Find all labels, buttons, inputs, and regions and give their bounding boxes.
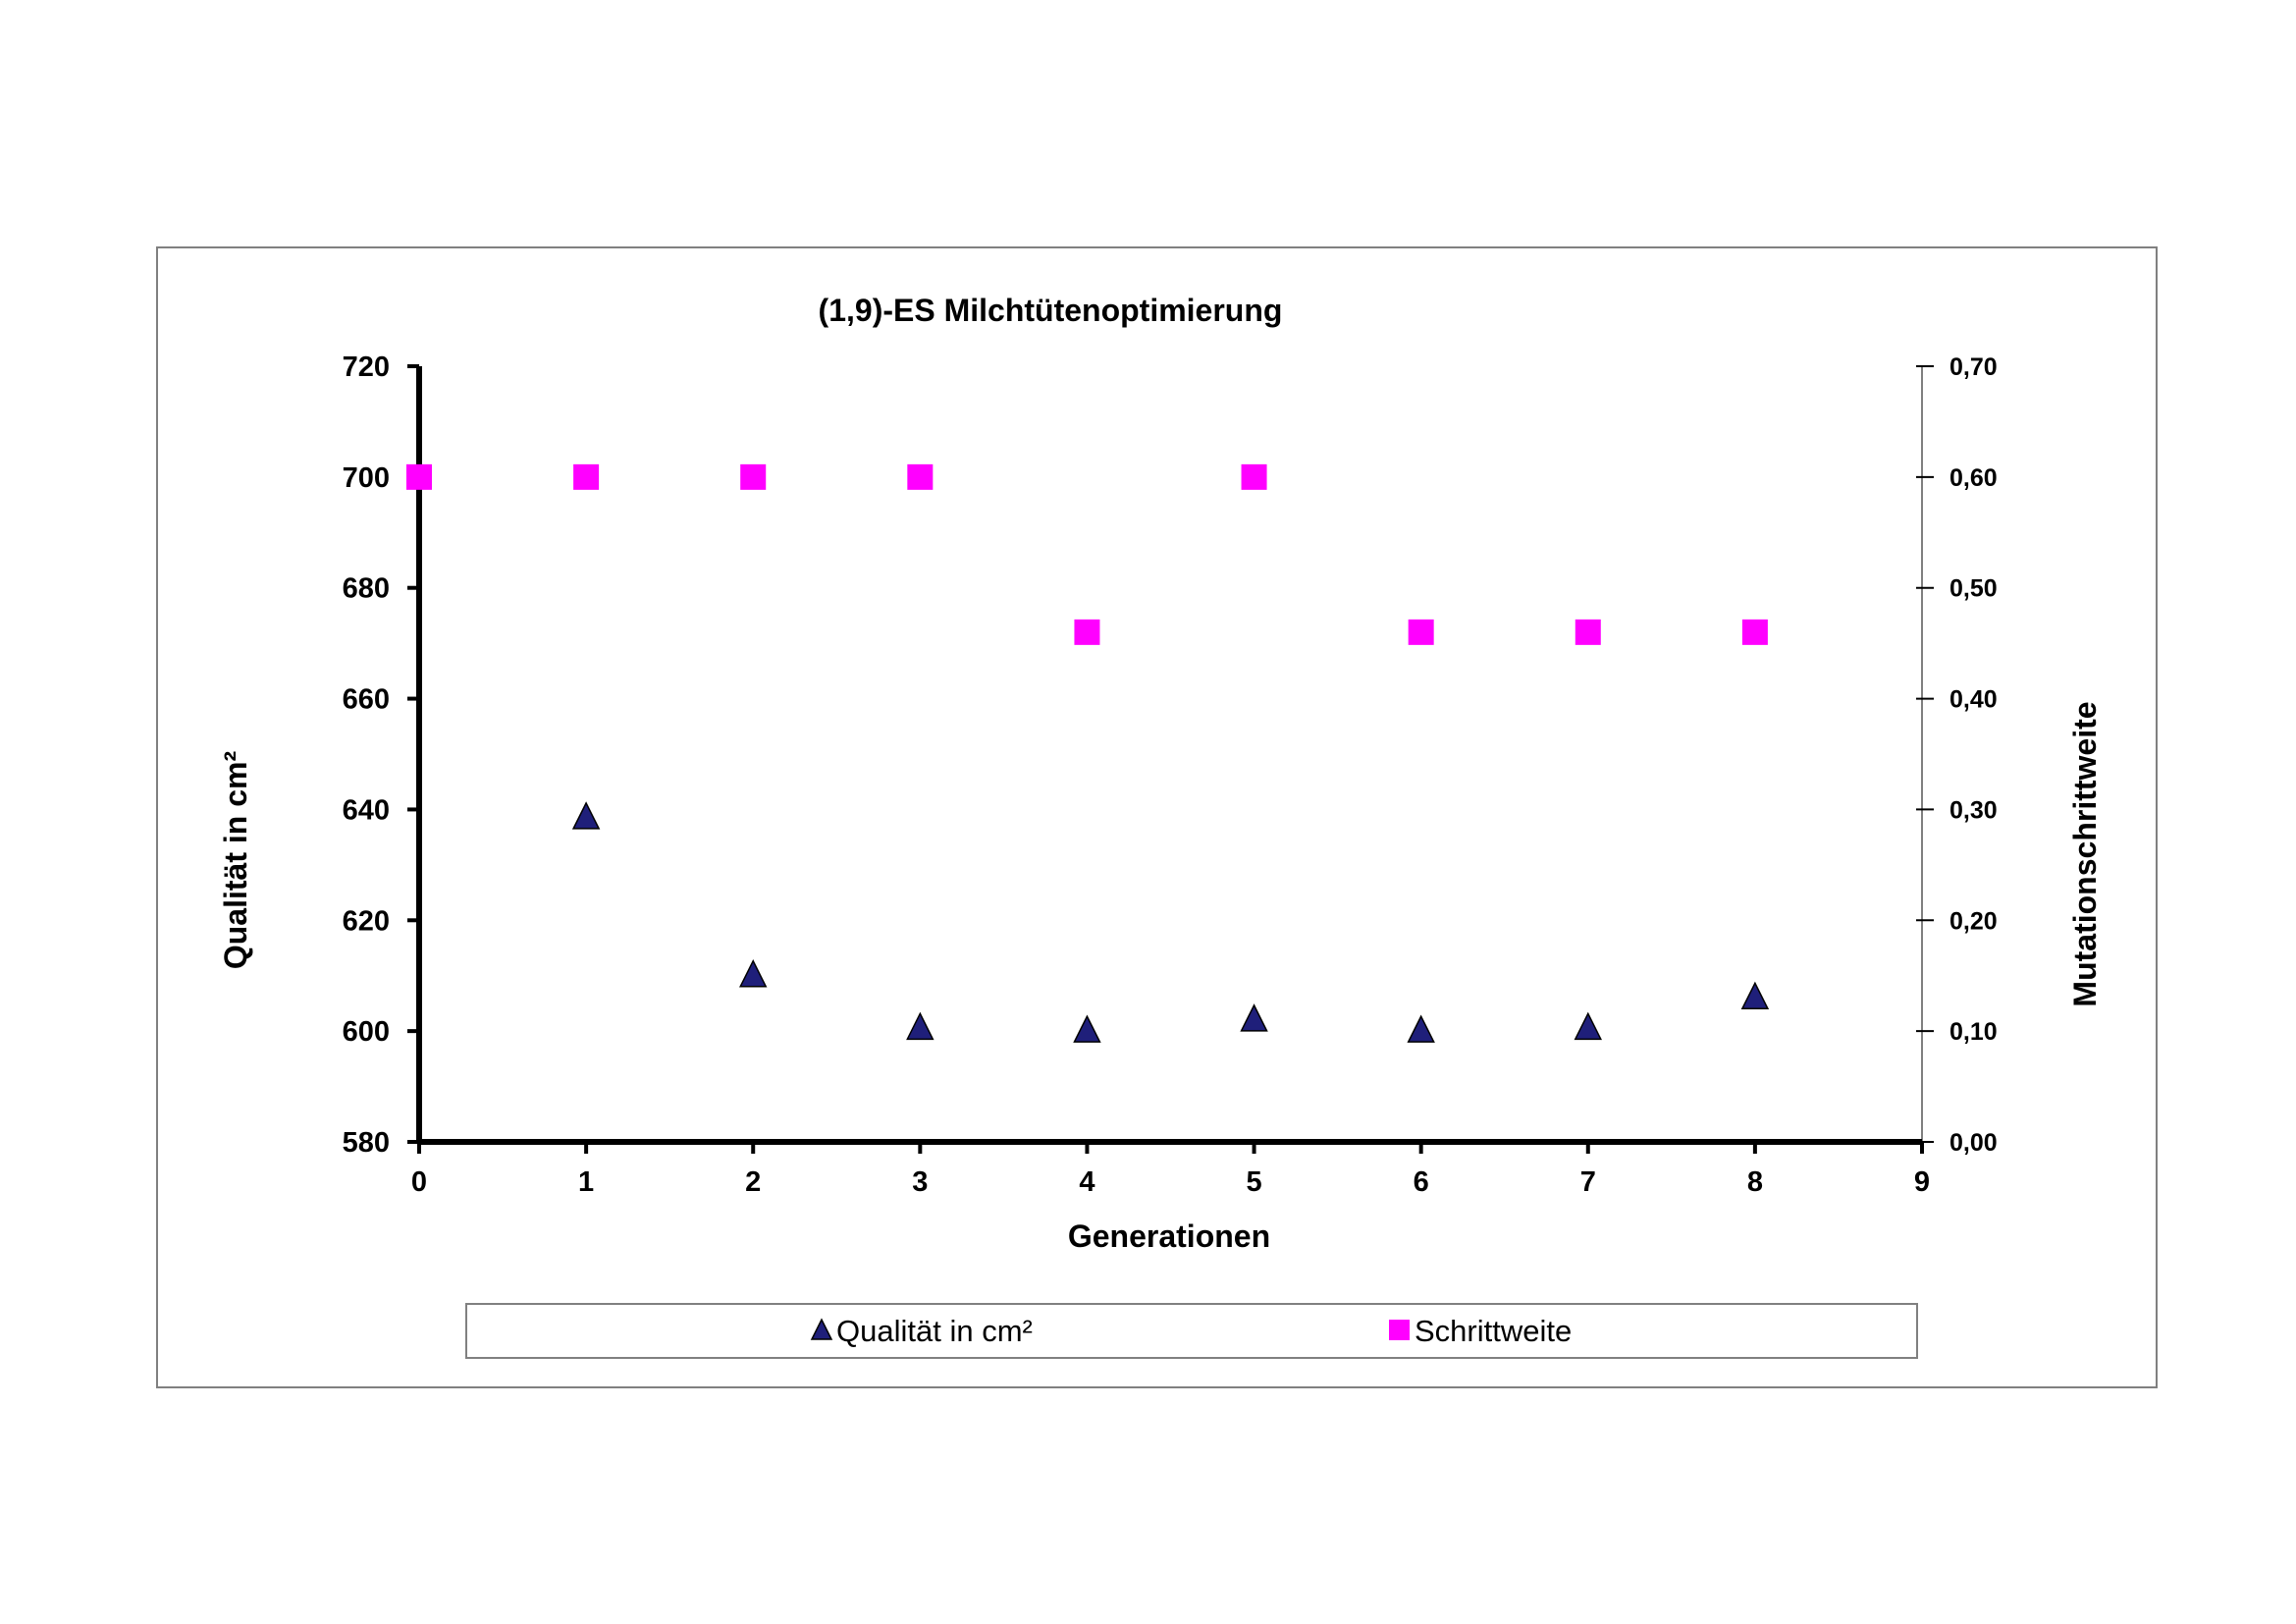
legend-label-quality: Qualität in cm² [836,1314,1033,1348]
left-tick-label: 620 [343,905,390,937]
step-point [1074,619,1100,645]
x-axis: 0 1 2 3 4 5 6 7 8 9 [411,1139,1930,1198]
quality-point [1407,1014,1435,1043]
quality-point [1574,1011,1602,1041]
series-step [406,463,1768,645]
step-point [1408,619,1434,645]
left-tick-label: 720 [343,352,390,383]
x-tick-label: 2 [745,1166,761,1198]
x-tick-label: 5 [1246,1166,1261,1198]
x-tick-label: 3 [912,1166,928,1198]
legend-marker-triangle-icon [810,1318,833,1340]
quality-point [1240,1003,1268,1032]
quality-point [1740,981,1770,1010]
quality-point [906,1011,934,1041]
y-axis-title: Qualität in cm² [218,751,253,969]
legend-marker-square-icon [1389,1320,1410,1340]
right-y-axis: 0,00 0,10 0,20 0,30 0,40 0,50 0,60 0,70 [1916,353,1998,1157]
step-point [406,463,432,490]
x-tick-label: 6 [1414,1166,1429,1198]
x-tick-label: 9 [1914,1166,1930,1198]
left-tick-label: 580 [343,1127,390,1159]
step-point [1741,619,1768,645]
right-tick-label: 0,40 [1949,686,1998,714]
right-tick-label: 0,00 [1949,1129,1998,1157]
x-axis-title: Generationen [1068,1218,1270,1254]
left-tick-label: 660 [343,684,390,716]
chart-area-border [156,246,2158,1388]
chart-title: (1,9)-ES Milchtütenoptimierung [819,293,1283,328]
y2-axis-title: Mutationschrittweite [2067,701,2103,1006]
x-tick-label: 7 [1580,1166,1596,1198]
x-tick-label: 1 [578,1166,594,1198]
right-tick-label: 0,70 [1949,353,1998,381]
legend-box [465,1303,1918,1359]
step-point [1575,619,1601,645]
right-tick-label: 0,20 [1949,907,1998,935]
series-quality [571,801,1770,1043]
quality-point [571,801,601,830]
left-tick-label: 600 [343,1016,390,1048]
x-tick-label: 8 [1747,1166,1763,1198]
legend-label-step: Schrittweite [1415,1314,1572,1348]
step-point [573,463,600,490]
step-point [740,463,767,490]
right-tick-label: 0,50 [1949,575,1998,603]
legend: Qualität in cm² Schrittweite [465,1303,1918,1359]
step-point [907,463,934,490]
quality-point [739,959,768,988]
left-tick-label: 640 [343,794,390,826]
quality-point [1073,1014,1101,1043]
x-tick-label: 4 [1079,1166,1095,1198]
step-point [1241,463,1267,490]
x-tick-label: 0 [411,1166,427,1198]
left-tick-label: 700 [343,462,390,494]
left-y-axis: 580 600 620 640 660 680 700 720 [343,352,422,1159]
left-tick-label: 680 [343,573,390,605]
right-tick-label: 0,10 [1949,1018,1998,1046]
right-tick-label: 0,30 [1949,796,1998,824]
right-tick-label: 0,60 [1949,464,1998,492]
